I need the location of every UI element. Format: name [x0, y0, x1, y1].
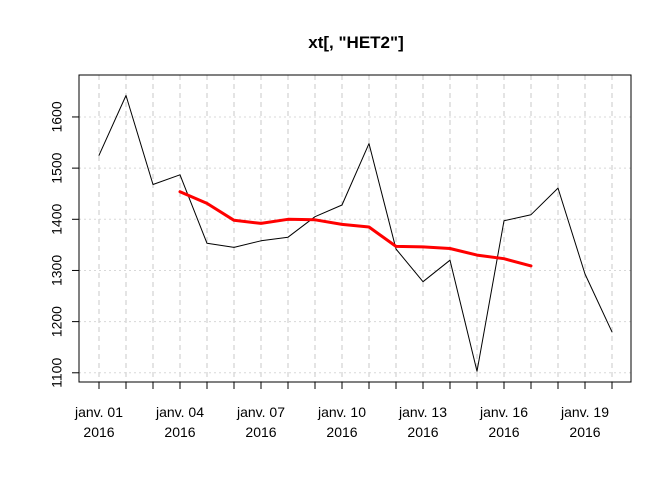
x-tick-label-year: 2016	[488, 424, 519, 440]
x-tick-label-year: 2016	[164, 424, 195, 440]
y-tick-label: 1500	[49, 152, 65, 183]
series-lines	[98, 95, 613, 372]
y-tick-label: 1300	[49, 255, 65, 286]
x-tick-label-year: 2016	[245, 424, 276, 440]
x-tick-label-date: janv. 04	[155, 404, 204, 420]
plot-frame	[78, 74, 632, 383]
chart-title: xt[, "HET2"]	[308, 33, 403, 52]
y-tick-label: 1600	[49, 101, 65, 132]
series-line-raw	[98, 95, 613, 372]
y-tick-label: 1400	[49, 204, 65, 235]
series-line-moving-average	[178, 190, 533, 268]
x-tick-label-date: janv. 13	[398, 404, 447, 420]
x-tick-label-year: 2016	[569, 424, 600, 440]
x-tick-label-date: janv. 07	[236, 404, 285, 420]
x-tick-label-date: janv. 01	[74, 404, 123, 420]
x-tick-label-year: 2016	[83, 424, 114, 440]
x-tick-label-date: janv. 19	[560, 404, 609, 420]
x-tick-label-year: 2016	[326, 424, 357, 440]
x-tick-label-year: 2016	[407, 424, 438, 440]
y-tick-label: 1200	[49, 306, 65, 337]
y-tick-label: 1100	[49, 358, 65, 388]
y-axis: 1100 1200 1300 1400 1500 1600	[49, 101, 80, 388]
x-tick-label-date: janv. 16	[479, 404, 528, 420]
grid-lines	[79, 75, 631, 382]
x-tick-label-date: janv. 10	[317, 404, 366, 420]
x-axis: janv. 01 2016 janv. 04 2016 janv. 07 2016 janv…	[74, 381, 613, 440]
